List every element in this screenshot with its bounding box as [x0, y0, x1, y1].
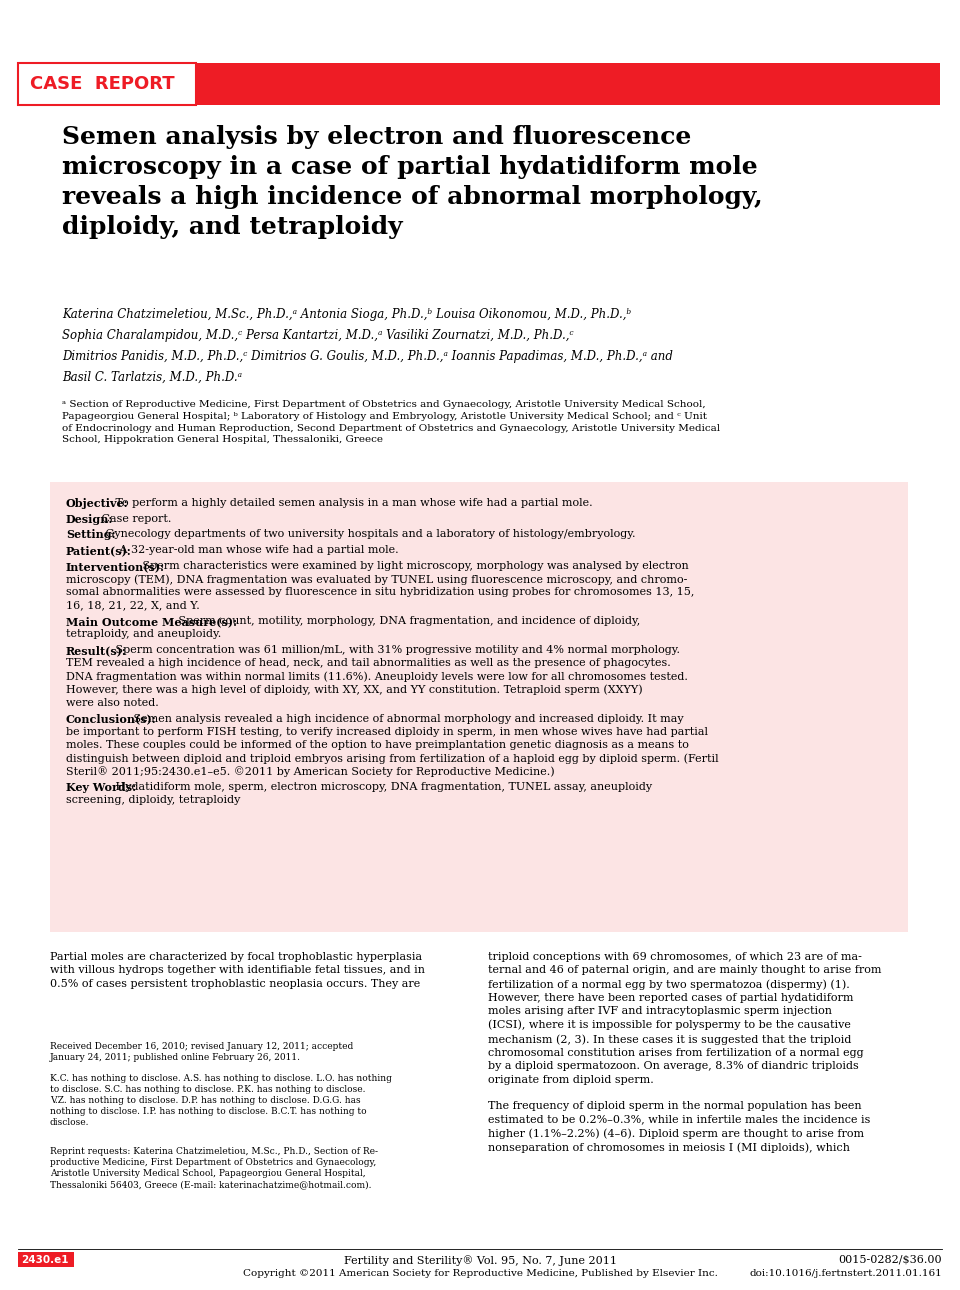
Text: 0015-0282/$36.00: 0015-0282/$36.00: [838, 1255, 942, 1265]
Text: Hydatidiform mole, sperm, electron microscopy, DNA fragmentation, TUNEL assay, a: Hydatidiform mole, sperm, electron micro…: [111, 782, 652, 792]
Text: Partial moles are characterized by focal trophoblastic hyperplasia
with villous : Partial moles are characterized by focal…: [50, 952, 425, 988]
Text: Sperm concentration was 61 million/mL, with 31% progressive motility and 4% norm: Sperm concentration was 61 million/mL, w…: [111, 645, 680, 655]
Text: TEM revealed a high incidence of head, neck, and tail abnormalities as well as t: TEM revealed a high incidence of head, n…: [66, 658, 671, 668]
Text: A 32-year-old man whose wife had a partial mole.: A 32-year-old man whose wife had a parti…: [116, 546, 398, 555]
Text: Copyright ©2011 American Society for Reproductive Medicine, Published by Elsevie: Copyright ©2011 American Society for Rep…: [243, 1269, 717, 1278]
Bar: [18, 63, 940, 104]
Text: screening, diploidy, tetraploidy: screening, diploidy, tetraploidy: [66, 795, 240, 805]
Text: Dimitrios Panidis, M.D., Ph.D.,ᶜ Dimitrios G. Goulis, M.D., Ph.D.,ᵃ Ioannis Papa: Dimitrios Panidis, M.D., Ph.D.,ᶜ Dimitri…: [62, 350, 673, 362]
Text: Design:: Design:: [66, 513, 113, 525]
Text: 2430.e1: 2430.e1: [21, 1255, 68, 1265]
Bar: [50, 482, 908, 931]
Text: be important to perform FISH testing, to verify increased diploidy in sperm, in : be important to perform FISH testing, to…: [66, 726, 708, 737]
Text: Fertility and Sterility® Vol. 95, No. 7, June 2011: Fertility and Sterility® Vol. 95, No. 7,…: [344, 1255, 616, 1265]
Text: Sperm count, motility, morphology, DNA fragmentation, and incidence of diploidy,: Sperm count, motility, morphology, DNA f…: [175, 617, 640, 626]
Text: Objective:: Objective:: [66, 498, 129, 510]
Text: doi:10.1016/j.fertnstert.2011.01.161: doi:10.1016/j.fertnstert.2011.01.161: [749, 1269, 942, 1278]
Text: Intervention(s):: Intervention(s):: [66, 561, 165, 571]
Text: microscopy (TEM), DNA fragmentation was evaluated by TUNEL using fluorescence mi: microscopy (TEM), DNA fragmentation was …: [66, 574, 687, 584]
Text: Reprint requests: Katerina Chatzimeletiou, M.Sc., Ph.D., Section of Re-
producti: Reprint requests: Katerina Chatzimeletio…: [50, 1147, 378, 1189]
Text: Key Words:: Key Words:: [66, 782, 136, 793]
Text: Conclusion(s):: Conclusion(s):: [66, 713, 156, 725]
Text: 16, 18, 21, 22, X, and Y.: 16, 18, 21, 22, X, and Y.: [66, 600, 200, 610]
Text: distinguish between diploid and triploid embryos arising from fertilization of a: distinguish between diploid and triploid…: [66, 753, 719, 764]
Bar: [18, 63, 196, 104]
Bar: [18, 1253, 74, 1267]
Text: somal abnormalities were assessed by fluorescence in situ hybridization using pr: somal abnormalities were assessed by flu…: [66, 587, 694, 597]
Text: Semen analysis by electron and fluorescence
microscopy in a case of partial hyda: Semen analysis by electron and fluoresce…: [62, 125, 762, 239]
Text: Semen analysis revealed a high incidence of abnormal morphology and increased di: Semen analysis revealed a high incidence…: [130, 713, 684, 724]
Text: Katerina Chatzimeletiou, M.Sc., Ph.D.,ᵃ Antonia Sioga, Ph.D.,ᵇ Louisa Oikonomou,: Katerina Chatzimeletiou, M.Sc., Ph.D.,ᵃ …: [62, 308, 632, 321]
Text: To perform a highly detailed semen analysis in a man whose wife had a partial mo: To perform a highly detailed semen analy…: [111, 498, 592, 508]
Text: Main Outcome Measure(s):: Main Outcome Measure(s):: [66, 617, 237, 627]
Text: Result(s):: Result(s):: [66, 645, 127, 657]
Text: were also noted.: were also noted.: [66, 698, 158, 708]
Text: Sophia Charalampidou, M.D.,ᶜ Persa Kantartzi, M.D.,ᵃ Vasiliki Zournatzi, M.D., P: Sophia Charalampidou, M.D.,ᶜ Persa Kanta…: [62, 329, 574, 342]
Text: triploid conceptions with 69 chromosomes, of which 23 are of ma-
ternal and 46 o: triploid conceptions with 69 chromosomes…: [488, 952, 881, 1153]
Text: Received December 16, 2010; revised January 12, 2011; accepted
January 24, 2011;: Received December 16, 2010; revised Janu…: [50, 1042, 353, 1062]
Text: However, there was a high level of diploidy, with XY, XX, and YY constitution. T: However, there was a high level of diplo…: [66, 685, 642, 695]
Text: Basil C. Tarlatzis, M.D., Ph.D.ᵃ: Basil C. Tarlatzis, M.D., Ph.D.ᵃ: [62, 372, 242, 384]
Text: ᵃ Section of Reproductive Medicine, First Department of Obstetrics and Gynaecolo: ᵃ Section of Reproductive Medicine, Firs…: [62, 400, 720, 444]
Text: Setting:: Setting:: [66, 529, 115, 541]
Text: CASE  REPORT: CASE REPORT: [30, 75, 175, 93]
Text: tetraploidy, and aneuploidy.: tetraploidy, and aneuploidy.: [66, 630, 221, 640]
Text: Sperm characteristics were examined by light microscopy, morphology was analysed: Sperm characteristics were examined by l…: [139, 561, 688, 570]
Text: Patient(s):: Patient(s):: [66, 546, 132, 556]
Text: DNA fragmentation was within normal limits (11.6%). Aneuploidy levels were low f: DNA fragmentation was within normal limi…: [66, 671, 688, 682]
Text: K.C. has nothing to disclose. A.S. has nothing to disclose. L.O. has nothing
to : K.C. has nothing to disclose. A.S. has n…: [50, 1075, 392, 1127]
Text: moles. These couples could be informed of the option to have preimplantation gen: moles. These couples could be informed o…: [66, 740, 689, 749]
Text: Case report.: Case report.: [98, 513, 171, 524]
Text: Steril® 2011;95:2430.e1–e5. ©2011 by American Society for Reproductive Medicine.: Steril® 2011;95:2430.e1–e5. ©2011 by Ame…: [66, 766, 555, 777]
Text: Gynecology departments of two university hospitals and a laboratory of histology: Gynecology departments of two university…: [103, 529, 636, 539]
